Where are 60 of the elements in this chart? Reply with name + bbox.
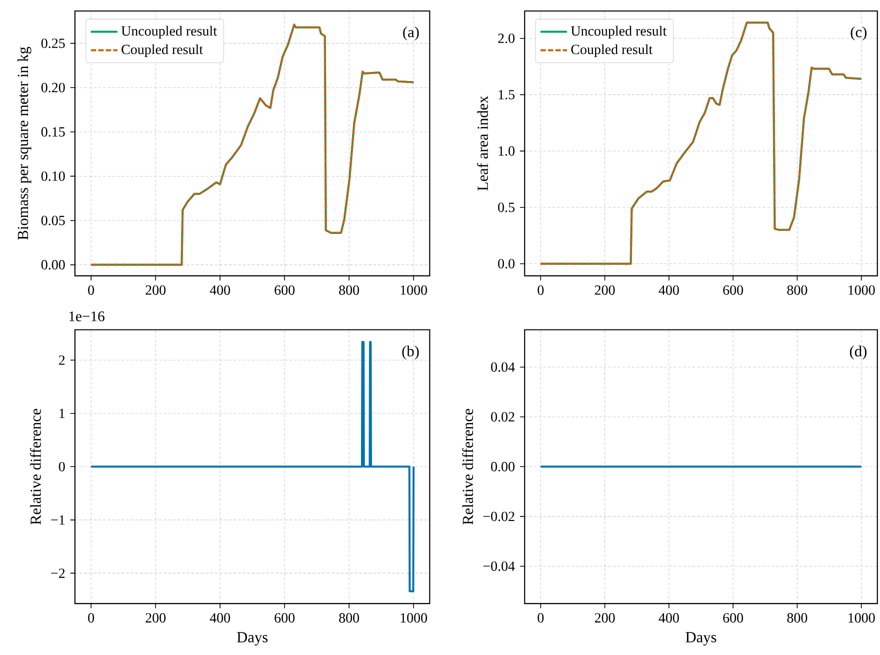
y-axis-title: Relative difference bbox=[462, 409, 474, 525]
x-tick-label: 600 bbox=[274, 613, 295, 623]
x-tick-label: 0 bbox=[538, 286, 544, 296]
x-tick-label: 800 bbox=[787, 286, 808, 296]
x-tick-label: 600 bbox=[723, 613, 744, 623]
y-tick-label: 2 bbox=[58, 356, 65, 365]
annotation: (b) bbox=[402, 346, 419, 360]
x-tick-label: 800 bbox=[339, 286, 360, 296]
x-tick-label: 200 bbox=[594, 286, 615, 296]
y-tick-label: 0.10 bbox=[41, 172, 65, 182]
y-tick-label: 2.0 bbox=[498, 34, 514, 44]
x-tick-label: 400 bbox=[210, 286, 230, 296]
y-tick-label: 0.05 bbox=[41, 216, 65, 226]
y-tick-label: 0.25 bbox=[41, 38, 65, 48]
x-tick-label: 0 bbox=[88, 613, 94, 623]
y-tick-label: 0.15 bbox=[41, 127, 65, 137]
x-tick-label: 600 bbox=[723, 286, 744, 296]
x-tick-label: 600 bbox=[274, 286, 295, 296]
y-tick-label: −2 bbox=[51, 568, 65, 578]
y-tick-label: −0.04 bbox=[483, 562, 515, 572]
y-axis-title: Leaf area index bbox=[477, 96, 488, 191]
y-tick-label: 1.0 bbox=[498, 146, 514, 156]
y-tick-label: 1 bbox=[60, 409, 65, 418]
legend-label: Coupled result bbox=[571, 44, 653, 58]
x-tick-label: 400 bbox=[658, 613, 679, 623]
x-tick-label: 200 bbox=[594, 613, 615, 623]
y-tick-label: 0.5 bbox=[498, 202, 514, 212]
y-tick-label: 0.00 bbox=[41, 260, 65, 270]
y-axis-title: Relative difference bbox=[30, 409, 41, 525]
legend-label: Coupled result bbox=[122, 44, 203, 58]
y-tick-label: 0.02 bbox=[491, 412, 514, 422]
x-tick-label: 200 bbox=[146, 286, 166, 296]
y-tick-label: 0.0 bbox=[498, 259, 514, 269]
y-axis-title: Biomass per square meter in kg bbox=[17, 47, 32, 240]
x-tick-label: 0 bbox=[88, 286, 94, 296]
y-tick-label: −0.02 bbox=[483, 512, 514, 522]
text: 1e−16 bbox=[69, 312, 104, 322]
annotation: (d) bbox=[850, 346, 866, 360]
x-axis-title: Days bbox=[237, 632, 268, 646]
x-tick-label: 1000 bbox=[400, 286, 428, 296]
x-tick-label: 800 bbox=[787, 613, 808, 623]
x-tick-label: 400 bbox=[658, 286, 679, 296]
x-tick-label: 0 bbox=[538, 613, 544, 623]
x-tick-label: 1000 bbox=[848, 613, 875, 623]
annotation: (a) bbox=[403, 26, 419, 41]
x-tick-label: 400 bbox=[210, 613, 230, 623]
x-tick-label: 1000 bbox=[400, 613, 428, 623]
x-axis-title: Days bbox=[686, 632, 716, 646]
legend-label: Uncoupled result bbox=[570, 26, 667, 39]
y-tick-label: 1.5 bbox=[498, 90, 514, 100]
y-tick-label: 0.20 bbox=[41, 83, 65, 93]
y-tick-label: −1 bbox=[51, 516, 65, 525]
y-tick-label: 0.00 bbox=[491, 462, 514, 472]
y-tick-label: 0 bbox=[58, 462, 65, 472]
x-tick-label: 200 bbox=[146, 613, 166, 623]
x-tick-label: 1000 bbox=[848, 286, 875, 296]
legend-label: Uncoupled result bbox=[121, 26, 217, 39]
x-tick-label: 800 bbox=[339, 613, 360, 623]
y-tick-label: 0.04 bbox=[491, 362, 515, 372]
annotation: (c) bbox=[850, 26, 866, 41]
